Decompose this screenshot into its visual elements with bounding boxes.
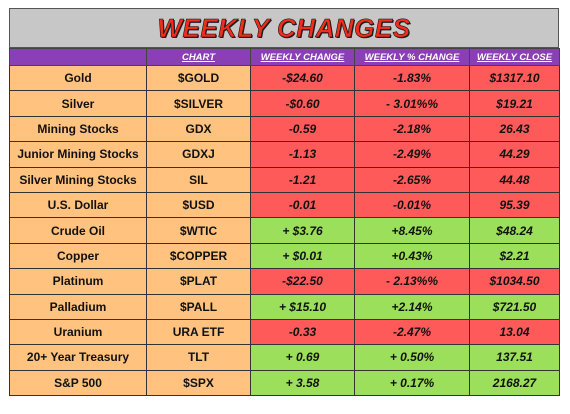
weekly-change-cell: -0.01 [250,191,355,219]
weekly-pct-change-cell: + 0.17% [354,369,470,397]
weekly-close-cell: 137.51 [469,344,560,371]
chart-symbol-cell[interactable]: $PALL [146,293,251,320]
asset-name-cell: Silver Mining Stocks [9,166,147,193]
table-row: Junior Mining Stocks GDXJ -1.13 -2.49% 44.29 [9,141,560,168]
asset-name-cell: Uranium [9,318,147,346]
weekly-close-cell: $1317.10 [469,64,560,92]
weekly-pct-change-cell: +0.43% [354,242,470,270]
asset-name-cell: S&P 500 [9,369,147,397]
chart-symbol-cell[interactable]: GDXJ [146,141,251,168]
weekly-pct-change-cell: -2.18% [354,115,470,143]
asset-name-cell: U.S. Dollar [9,191,147,219]
table-row: Copper $COPPER + $0.01 +0.43% $2.21 [9,242,560,270]
chart-symbol-cell[interactable]: $USD [146,191,251,219]
table-row: U.S. Dollar $USD -0.01 -0.01% 95.39 [9,191,560,219]
table-row: Palladium $PALL + $15.10 +2.14% $721.50 [9,293,560,320]
asset-name-cell: Crude Oil [9,217,147,244]
table-row: Gold $GOLD -$24.60 -1.83% $1317.10 [9,64,560,92]
weekly-pct-change-cell: -1.83% [354,64,470,92]
chart-symbol-cell[interactable]: SIL [146,166,251,193]
weekly-change-cell: + $15.10 [250,293,355,320]
weekly-change-cell: -$22.50 [250,268,355,295]
weekly-change-cell: -1.21 [250,166,355,193]
page-title: WEEKLY CHANGES [157,12,411,43]
weekly-pct-change-cell: +2.14% [354,293,470,320]
title-bar: WEEKLY CHANGES [9,8,559,48]
header-weekly-close[interactable]: WEEKLY CLOSE [469,48,560,66]
header-row: CHART WEEKLY CHANGE WEEKLY % CHANGE WEEK… [9,48,560,66]
weekly-change-cell: -$24.60 [250,64,355,92]
header-name [9,48,147,66]
asset-name-cell: 20+ Year Treasury [9,344,147,371]
weekly-pct-change-cell: +8.45% [354,217,470,244]
chart-symbol-cell[interactable]: $SPX [146,369,251,397]
weekly-close-cell: 44.48 [469,166,560,193]
header-chart[interactable]: CHART [146,48,251,66]
asset-name-cell: Platinum [9,268,147,295]
weekly-close-cell: 13.04 [469,318,560,346]
table-row: Mining Stocks GDX -0.59 -2.18% 26.43 [9,115,560,143]
weekly-pct-change-cell: - 3.01%% [354,90,470,117]
asset-name-cell: Silver [9,90,147,117]
table-row: 20+ Year Treasury TLT + 0.69 + 0.50% 137.51 [9,344,560,371]
asset-name-cell: Copper [9,242,147,270]
weekly-change-cell: + $3.76 [250,217,355,244]
table-row: Uranium URA ETF -0.33 -2.47% 13.04 [9,318,560,346]
asset-name-cell: Palladium [9,293,147,320]
weekly-close-cell: 95.39 [469,191,560,219]
table-row: Platinum $PLAT -$22.50- 2.13%% $1034.50 [9,268,560,295]
weekly-close-cell: 26.43 [469,115,560,143]
weekly-pct-change-cell: - 2.13%% [354,268,470,295]
weekly-pct-change-cell: -2.65% [354,166,470,193]
chart-symbol-cell[interactable]: $SILVER [146,90,251,117]
weekly-close-cell: $48.24 [469,217,560,244]
chart-symbol-cell[interactable]: $WTIC [146,217,251,244]
chart-symbol-cell[interactable]: GDX [146,115,251,143]
weekly-close-cell: $2.21 [469,242,560,270]
weekly-change-cell: + 0.69 [250,344,355,371]
weekly-pct-change-cell: -0.01% [354,191,470,219]
table-row: Silver Mining Stocks SIL -1.21 -2.65% 44.48 [9,166,560,193]
weekly-close-cell: $19.21 [469,90,560,117]
chart-symbol-cell[interactable]: TLT [146,344,251,371]
weekly-change-cell: + 3.58 [250,369,355,397]
asset-name-cell: Junior Mining Stocks [9,141,147,168]
weekly-close-cell: 2168.27 [469,369,560,397]
weekly-close-cell: $721.50 [469,293,560,320]
weekly-changes-table: CHART WEEKLY CHANGE WEEKLY % CHANGE WEEK… [9,48,560,397]
weekly-change-cell: -0.59 [250,115,355,143]
header-weekly-pct-change[interactable]: WEEKLY % CHANGE [354,48,470,66]
weekly-change-cell: -1.13 [250,141,355,168]
weekly-pct-change-cell: -2.49% [354,141,470,168]
asset-name-cell: Mining Stocks [9,115,147,143]
chart-symbol-cell[interactable]: $PLAT [146,268,251,295]
weekly-change-cell: -$0.60 [250,90,355,117]
weekly-pct-change-cell: -2.47% [354,318,470,346]
weekly-change-cell: -0.33 [250,318,355,346]
chart-symbol-cell[interactable]: $COPPER [146,242,251,270]
weekly-close-cell: 44.29 [469,141,560,168]
header-weekly-change[interactable]: WEEKLY CHANGE [250,48,355,66]
table-row: Crude Oil $WTIC + $3.76 +8.45% $48.24 [9,217,560,244]
chart-symbol-cell[interactable]: URA ETF [146,318,251,346]
table-row: Silver $SILVER -$0.60- 3.01%% $19.21 [9,90,560,117]
weekly-close-cell: $1034.50 [469,268,560,295]
weekly-changes-table-container: WEEKLY CHANGES CHART WEEKLY CHANGE WEEKL… [9,8,560,397]
asset-name-cell: Gold [9,64,147,92]
table-row: S&P 500 $SPX + 3.58 + 0.17% 2168.27 [9,369,560,397]
weekly-change-cell: + $0.01 [250,242,355,270]
chart-symbol-cell[interactable]: $GOLD [146,64,251,92]
weekly-pct-change-cell: + 0.50% [354,344,470,371]
